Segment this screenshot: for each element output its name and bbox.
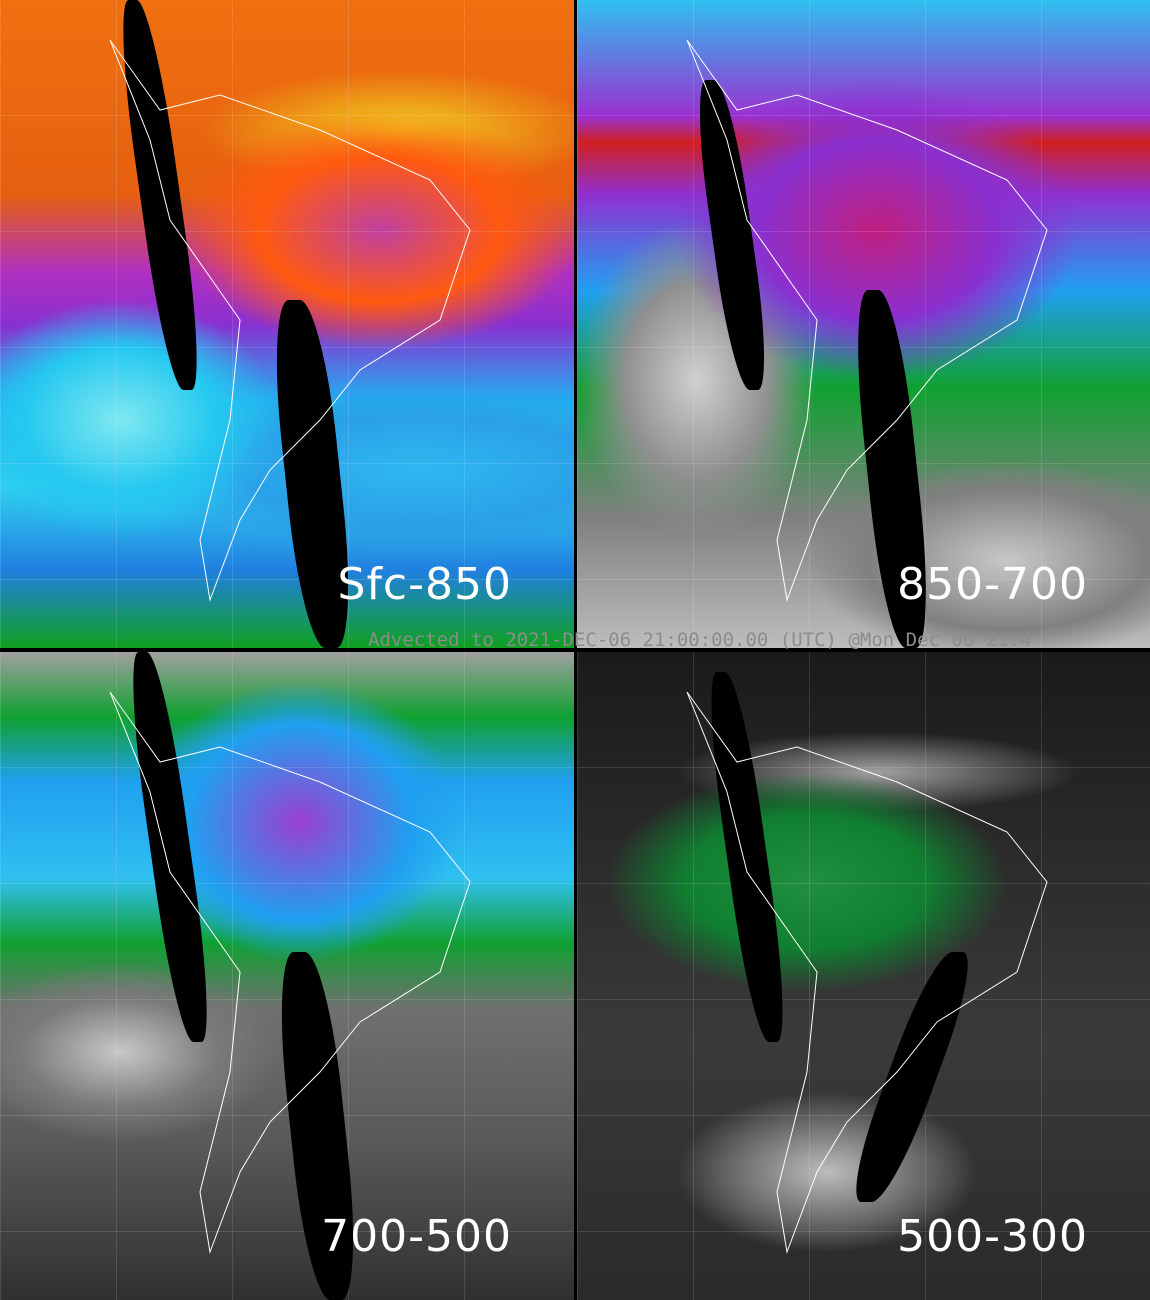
panel-label: Sfc-850 bbox=[337, 559, 512, 610]
panel-label: 850-700 bbox=[897, 559, 1088, 610]
coastline-outline bbox=[109, 39, 471, 602]
coastline-outline bbox=[109, 691, 471, 1254]
panel-label: 500-300 bbox=[897, 1211, 1088, 1262]
coastline-outline bbox=[686, 39, 1048, 602]
panel-500-300: 500-300 bbox=[577, 652, 1150, 1300]
panel-label: 700-500 bbox=[321, 1211, 512, 1262]
panel-850-700: 850-700 bbox=[577, 0, 1150, 648]
panel-sfc-850: Sfc-850 bbox=[0, 0, 574, 648]
coastline-outline bbox=[686, 691, 1048, 1254]
timestamp-caption: Advected to 2021-DEC-06 21:00:00.00 (UTC… bbox=[368, 629, 1032, 651]
panel-700-500: 700-500 bbox=[0, 652, 574, 1300]
panel-divider bbox=[0, 648, 1150, 652]
